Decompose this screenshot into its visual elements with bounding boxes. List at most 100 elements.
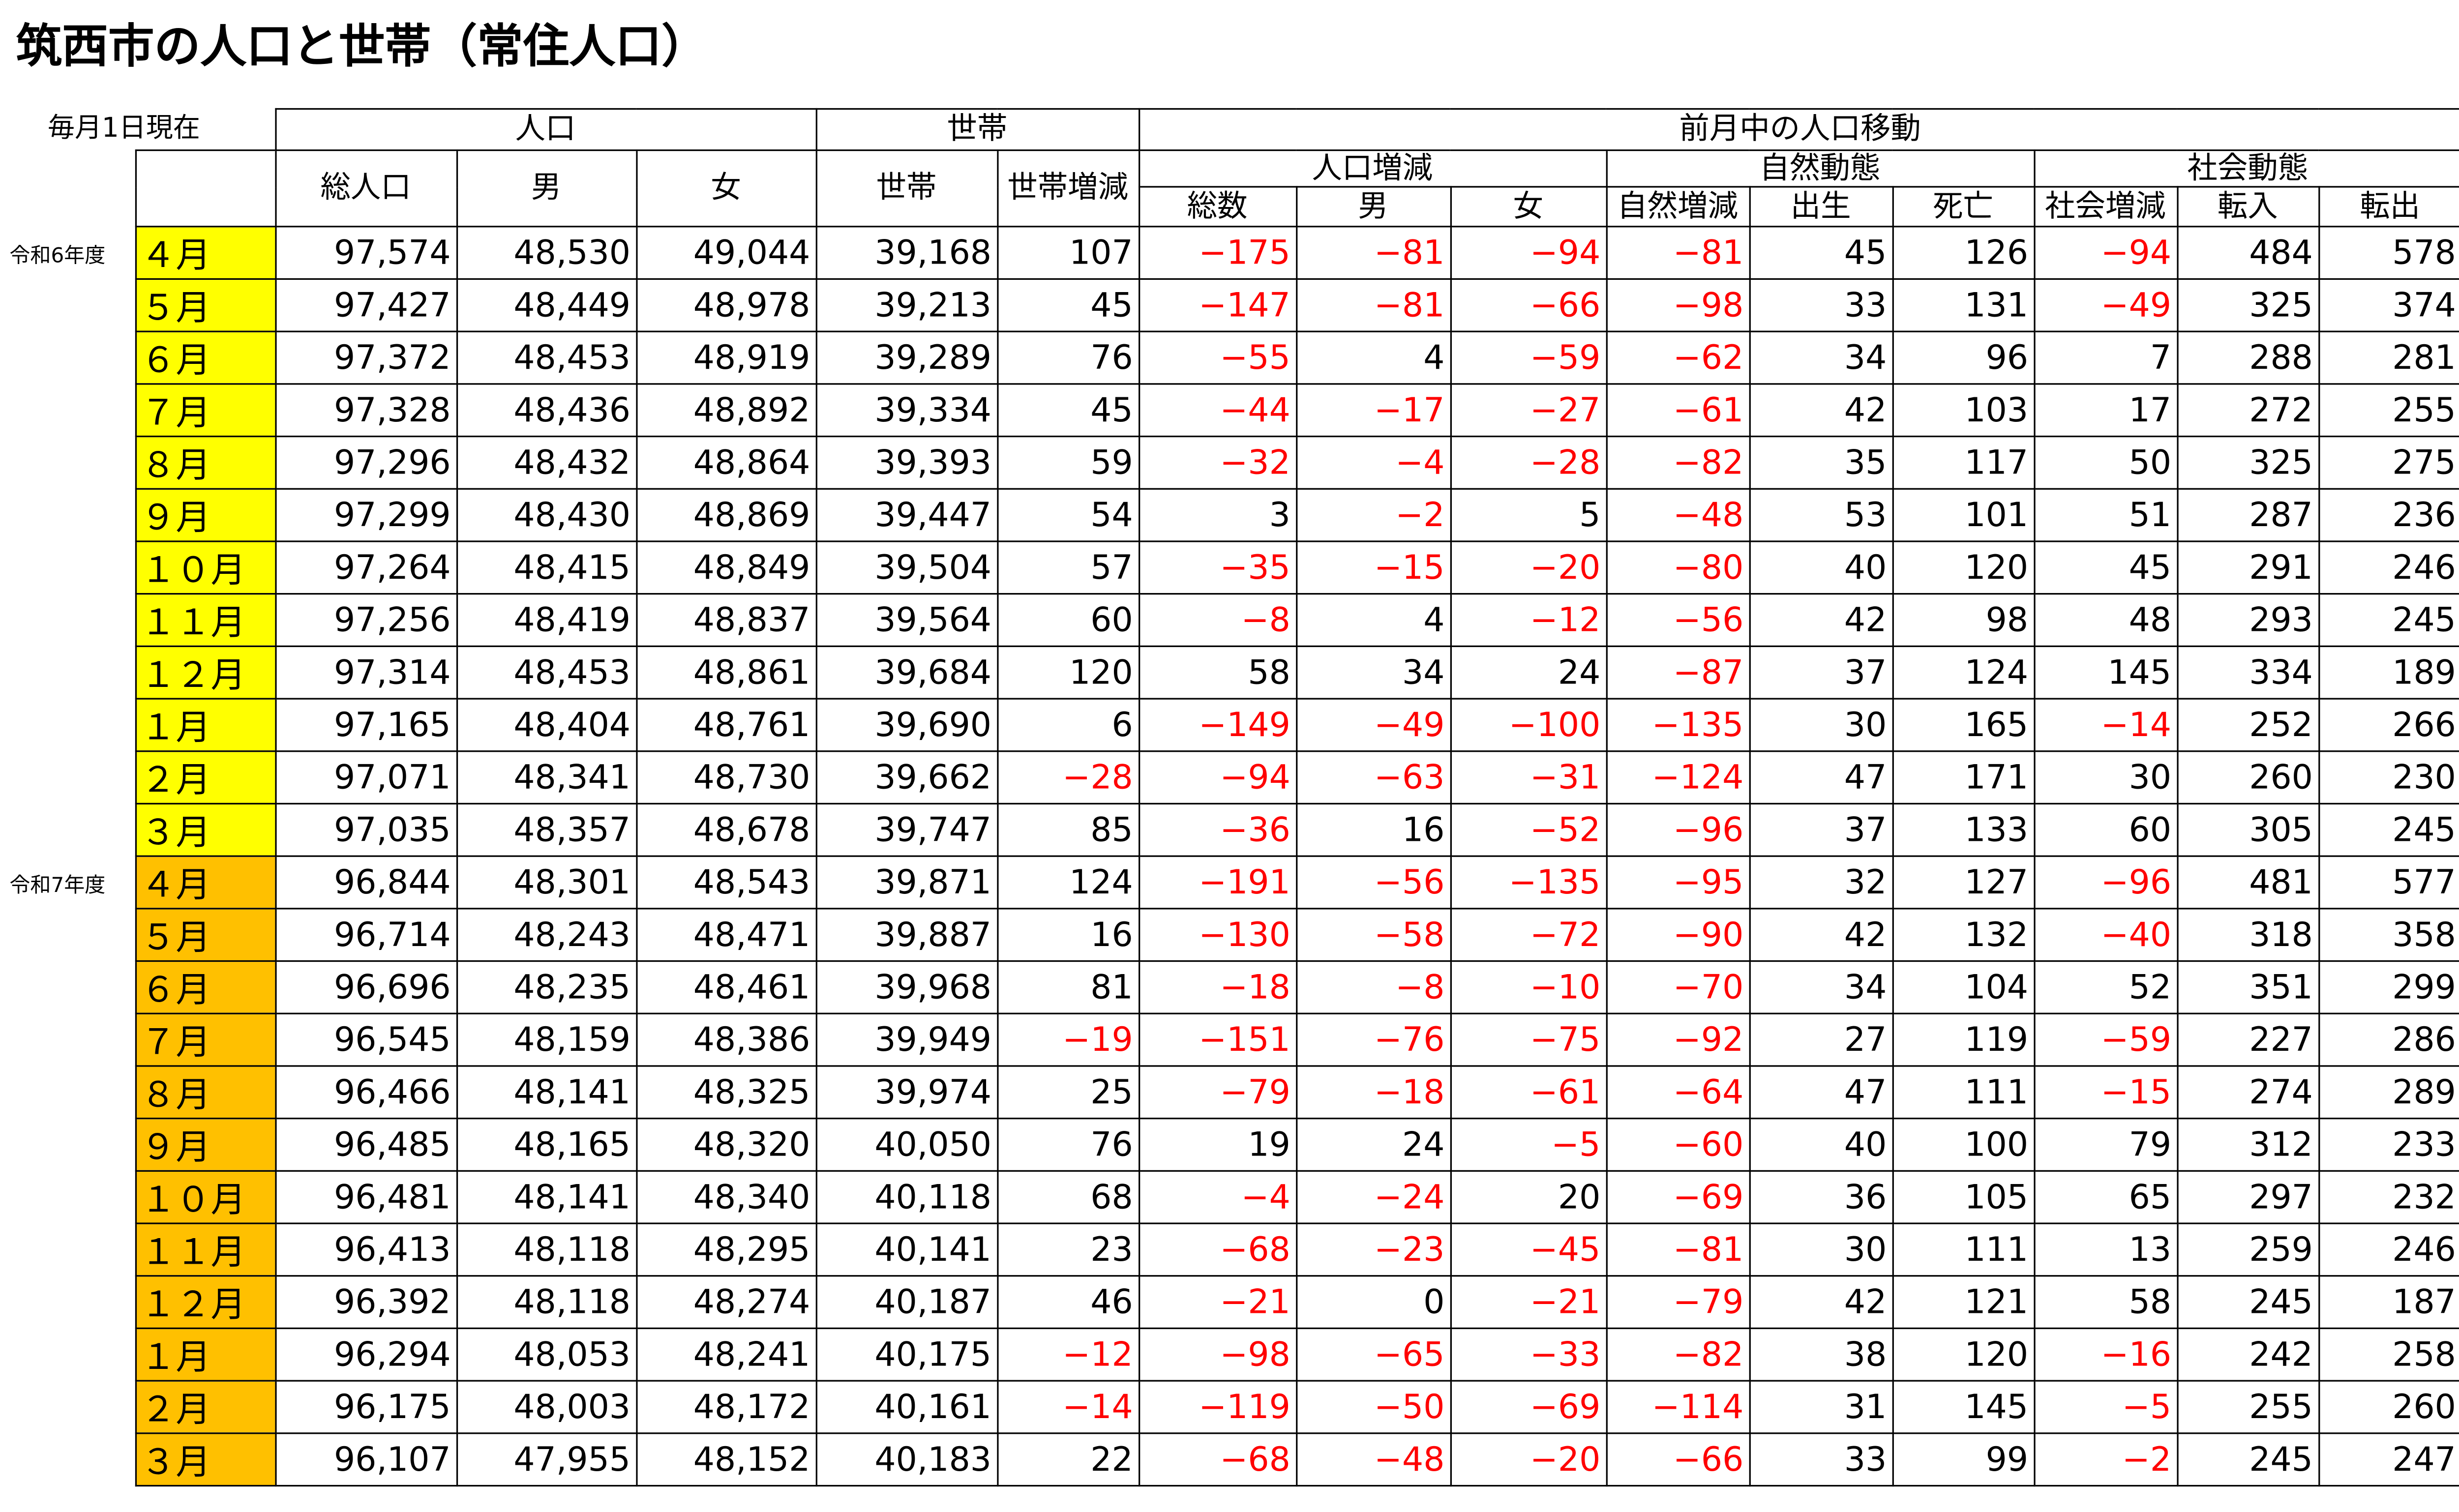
value-cell: 124 <box>1891 645 2035 700</box>
value-cell: 96,485 <box>274 1118 457 1172</box>
blank-cell <box>0 187 135 227</box>
value-cell: 48,141 <box>455 1065 637 1120</box>
value-cell: 255 <box>2176 1380 2319 1434</box>
value-cell: −61 <box>1605 383 1750 438</box>
value-cell: 40 <box>1748 540 1893 595</box>
value-cell: 258 <box>2317 1327 2459 1382</box>
value-cell: −59 <box>1449 330 1607 385</box>
value-cell: −56 <box>1605 593 1750 647</box>
value-cell: −94 <box>1138 750 1297 805</box>
value-cell: 126 <box>1891 226 2035 280</box>
value-cell: 85 <box>996 802 1140 857</box>
value-cell: −191 <box>1138 855 1297 910</box>
value-cell: 96 <box>1891 330 2035 385</box>
value-cell: 48,172 <box>635 1380 817 1434</box>
value-cell: −60 <box>1605 1118 1750 1172</box>
value-cell: −8 <box>1295 960 1451 1014</box>
value-cell: −114 <box>1605 1380 1750 1434</box>
blank-cell <box>0 646 135 699</box>
value-cell: −81 <box>1605 226 1750 280</box>
value-cell: −15 <box>1295 540 1451 595</box>
value-cell: 42 <box>1748 383 1893 438</box>
column-header: 自然動態 <box>1605 149 2035 188</box>
data-row: １月 96,294 48,053 48,241 40,175 −12 −98 −65 −33 −8… <box>0 1327 2459 1382</box>
value-cell: 48,118 <box>455 1222 637 1277</box>
value-cell: 54 <box>996 488 1140 542</box>
value-cell: −87 <box>1605 645 1750 700</box>
value-cell: 34 <box>1295 645 1451 700</box>
value-cell: −12 <box>1449 593 1607 647</box>
value-cell: 484 <box>2176 226 2319 280</box>
value-cell: 299 <box>2317 960 2459 1014</box>
value-cell: −40 <box>2033 908 2178 962</box>
blank-cell <box>0 1433 135 1486</box>
value-cell: 47,955 <box>455 1432 637 1487</box>
value-cell: −124 <box>1605 750 1750 805</box>
value-cell: −62 <box>1605 330 1750 385</box>
value-cell: −69 <box>1605 1170 1750 1224</box>
group-header: 世帯 <box>815 108 1140 151</box>
value-cell: 97,256 <box>274 593 457 647</box>
value-cell: 37 <box>1748 645 1893 700</box>
value-cell: 65 <box>2033 1170 2178 1224</box>
value-cell: 27 <box>1748 1012 1893 1067</box>
value-cell: −81 <box>1295 278 1451 332</box>
value-cell: 107 <box>996 226 1140 280</box>
value-cell: 30 <box>1748 698 1893 752</box>
value-cell: 236 <box>2317 488 2459 542</box>
value-cell: 272 <box>2176 383 2319 438</box>
month-cell: １２月 <box>134 1275 276 1330</box>
value-cell: −70 <box>1605 960 1750 1014</box>
data-row: ３月 96,107 47,955 48,152 40,183 22 −68 −48 −20 −66… <box>0 1432 2459 1487</box>
value-cell: 246 <box>2317 540 2459 595</box>
month-cell: ３月 <box>134 1432 276 1487</box>
value-cell: 33 <box>1748 1432 1893 1487</box>
value-cell: 39,393 <box>815 435 998 490</box>
value-cell: 297 <box>2176 1170 2319 1224</box>
value-cell: 45 <box>2033 540 2178 595</box>
value-cell: 48,341 <box>455 750 637 805</box>
value-cell: 24 <box>1295 1118 1451 1172</box>
value-cell: 97,296 <box>274 435 457 490</box>
value-cell: −76 <box>1295 1012 1451 1067</box>
month-cell: ４月 <box>134 226 276 280</box>
value-cell: 96,545 <box>274 1012 457 1067</box>
column-header: 世帯 <box>815 149 998 228</box>
value-cell: −66 <box>1605 1432 1750 1487</box>
value-cell: 255 <box>2317 383 2459 438</box>
data-row: ７月 96,545 48,159 48,386 39,949 −19 −151 −76 −75−… <box>0 1012 2459 1067</box>
value-cell: 281 <box>2317 330 2459 385</box>
value-cell: 60 <box>996 593 1140 647</box>
value-cell: 48,419 <box>455 593 637 647</box>
value-cell: 105 <box>1891 1170 2035 1224</box>
value-cell: 49,044 <box>635 226 817 280</box>
value-cell: 96,107 <box>274 1432 457 1487</box>
value-cell: 233 <box>2317 1118 2459 1172</box>
value-cell: −65 <box>1295 1327 1451 1382</box>
value-cell: −130 <box>1138 908 1297 962</box>
blank-cell <box>0 489 135 541</box>
value-cell: 286 <box>2317 1012 2459 1067</box>
value-cell: 40,175 <box>815 1327 998 1382</box>
fiscal-year: 令和6年度 <box>9 244 106 268</box>
value-cell: 305 <box>2176 802 2319 857</box>
value-cell: 46 <box>996 1275 1140 1330</box>
month-cell: １１月 <box>134 593 276 647</box>
column-header: 総数 <box>1138 186 1297 228</box>
value-cell: 260 <box>2176 750 2319 805</box>
value-cell: 48,274 <box>635 1275 817 1330</box>
value-cell: 22 <box>996 1432 1140 1487</box>
value-cell: 120 <box>1891 540 2035 595</box>
value-cell: −14 <box>996 1380 1140 1434</box>
data-row: ２月 97,071 48,341 48,730 39,662 −28 −94 −63 −31 −1… <box>0 750 2459 805</box>
value-cell: 245 <box>2317 593 2459 647</box>
month-cell: １２月 <box>134 645 276 700</box>
blank-cell <box>0 1328 135 1381</box>
month-cell: ７月 <box>134 1012 276 1067</box>
value-cell: 39,168 <box>815 226 998 280</box>
value-cell: −33 <box>1449 1327 1607 1382</box>
value-cell: 325 <box>2176 278 2319 332</box>
value-cell: 16 <box>1295 802 1451 857</box>
value-cell: 96,714 <box>274 908 457 962</box>
value-cell: 103 <box>1891 383 2035 438</box>
